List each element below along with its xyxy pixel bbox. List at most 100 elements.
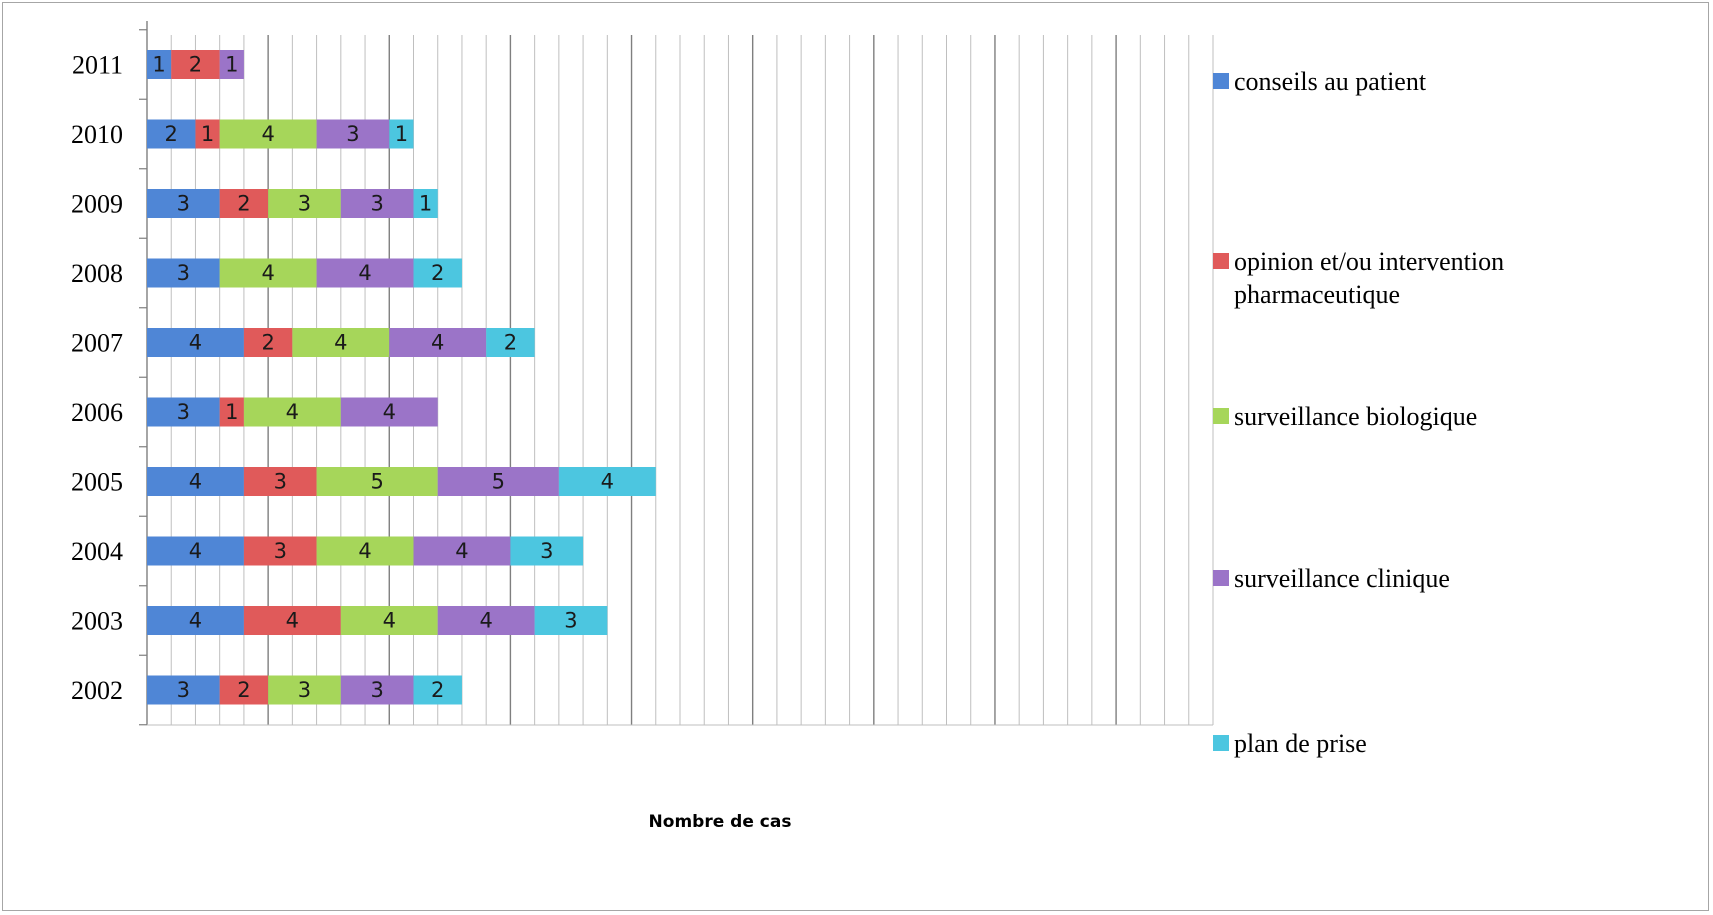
data-label: 4 bbox=[261, 261, 274, 285]
data-label: 1 bbox=[395, 122, 408, 146]
data-label: 3 bbox=[540, 539, 553, 563]
bar-segment bbox=[316, 536, 414, 566]
bar-segment bbox=[219, 675, 269, 705]
data-label: 3 bbox=[298, 192, 311, 216]
bar-segment bbox=[268, 675, 341, 705]
bar-segment bbox=[316, 467, 438, 496]
data-label: 2 bbox=[504, 331, 517, 355]
legend-label: surveillance biologique bbox=[1234, 402, 1477, 431]
bar-segment bbox=[413, 258, 462, 288]
y-tick-label: 2004 bbox=[71, 537, 123, 566]
data-label: 2 bbox=[237, 192, 250, 216]
data-label: 4 bbox=[286, 400, 299, 424]
data-label: 4 bbox=[455, 539, 468, 563]
bar-segment bbox=[243, 328, 293, 357]
bar-segment bbox=[219, 50, 244, 79]
bar-segment bbox=[486, 328, 535, 357]
bar-segment bbox=[389, 328, 487, 357]
bar-segment bbox=[243, 467, 317, 496]
bar-segment bbox=[292, 328, 390, 357]
bar-segment bbox=[219, 119, 317, 149]
bar-segment bbox=[147, 189, 220, 218]
bar-segment bbox=[558, 467, 656, 496]
data-label: 2 bbox=[431, 678, 444, 702]
legend-swatch bbox=[1213, 570, 1229, 586]
legend-swatch bbox=[1213, 735, 1229, 751]
data-label: 1 bbox=[225, 53, 238, 77]
data-label: 3 bbox=[274, 470, 287, 494]
data-label: 1 bbox=[225, 400, 238, 424]
bar-segment bbox=[437, 467, 559, 496]
data-label: 4 bbox=[189, 539, 202, 563]
bar-segment bbox=[243, 606, 341, 635]
bar-segment bbox=[147, 119, 196, 149]
data-label: 2 bbox=[189, 53, 202, 77]
bar-segment bbox=[413, 675, 462, 705]
y-tick-label: 2006 bbox=[71, 398, 123, 427]
y-tick-label: 2011 bbox=[72, 51, 123, 80]
bar-segment bbox=[413, 536, 511, 566]
y-tick-label: 2005 bbox=[71, 468, 123, 497]
data-label: 3 bbox=[370, 678, 383, 702]
data-label: 4 bbox=[189, 331, 202, 355]
y-tick-label: 2010 bbox=[71, 120, 123, 149]
data-label: 4 bbox=[601, 470, 614, 494]
data-label: 4 bbox=[383, 400, 396, 424]
y-tick-label: 2007 bbox=[71, 329, 123, 358]
bar-segment bbox=[219, 397, 244, 427]
bar-segment bbox=[147, 675, 220, 705]
legend-swatch bbox=[1213, 408, 1229, 424]
data-label: 4 bbox=[286, 609, 299, 633]
data-label: 4 bbox=[189, 609, 202, 633]
bar-segment bbox=[437, 606, 535, 635]
data-label: 3 bbox=[177, 678, 190, 702]
legend-swatch bbox=[1213, 73, 1229, 89]
bar-segment bbox=[219, 189, 269, 218]
bar-segment bbox=[316, 258, 414, 288]
data-label: 4 bbox=[261, 122, 274, 146]
bar-segment bbox=[534, 606, 608, 635]
bar-segment bbox=[171, 50, 220, 79]
bar-segment bbox=[340, 189, 414, 218]
data-label: 4 bbox=[431, 331, 444, 355]
bar-segment bbox=[243, 397, 341, 427]
bar-segment bbox=[510, 536, 584, 566]
bar-segment bbox=[340, 397, 438, 427]
data-label: 3 bbox=[370, 192, 383, 216]
data-label: 3 bbox=[177, 400, 190, 424]
bar-segment bbox=[195, 119, 220, 149]
data-label: 2 bbox=[431, 261, 444, 285]
data-label: 4 bbox=[383, 609, 396, 633]
bar-segment bbox=[268, 189, 341, 218]
bar-segment bbox=[340, 675, 414, 705]
data-label: 1 bbox=[419, 192, 432, 216]
legend-label: plan de prise bbox=[1234, 729, 1367, 758]
bar-segment bbox=[413, 189, 438, 218]
bar-segment bbox=[147, 397, 220, 427]
data-label: 3 bbox=[346, 122, 359, 146]
bar-segment bbox=[147, 50, 172, 79]
legend-label: conseils au patient bbox=[1234, 67, 1427, 96]
data-label: 4 bbox=[334, 331, 347, 355]
data-label: 4 bbox=[358, 261, 371, 285]
bar-segment bbox=[219, 258, 317, 288]
data-label: 2 bbox=[237, 678, 250, 702]
data-label: 3 bbox=[177, 261, 190, 285]
data-label: 1 bbox=[201, 122, 214, 146]
y-tick-label: 2008 bbox=[71, 259, 123, 288]
legend-label: opinion et/ou intervention bbox=[1234, 247, 1504, 276]
data-label: 4 bbox=[358, 539, 371, 563]
data-label: 2 bbox=[165, 122, 178, 146]
bar-segment bbox=[243, 536, 317, 566]
y-tick-label: 2002 bbox=[71, 676, 123, 705]
data-label: 3 bbox=[564, 609, 577, 633]
bar-segment bbox=[147, 606, 244, 635]
y-tick-label: 2003 bbox=[71, 607, 123, 636]
bar-segment bbox=[316, 119, 390, 149]
data-label: 3 bbox=[177, 192, 190, 216]
stacked-bar-chart: 2002 3 2 3 3 2 2003 4 4 4 4 3 2004 4 3 4 4 3 2005 4 3 5 5 4 2006… bbox=[71, 21, 1504, 832]
legend-label: pharmaceutique bbox=[1234, 280, 1400, 309]
data-label: 2 bbox=[261, 331, 274, 355]
data-label: 3 bbox=[298, 678, 311, 702]
bar-segment bbox=[147, 258, 220, 288]
